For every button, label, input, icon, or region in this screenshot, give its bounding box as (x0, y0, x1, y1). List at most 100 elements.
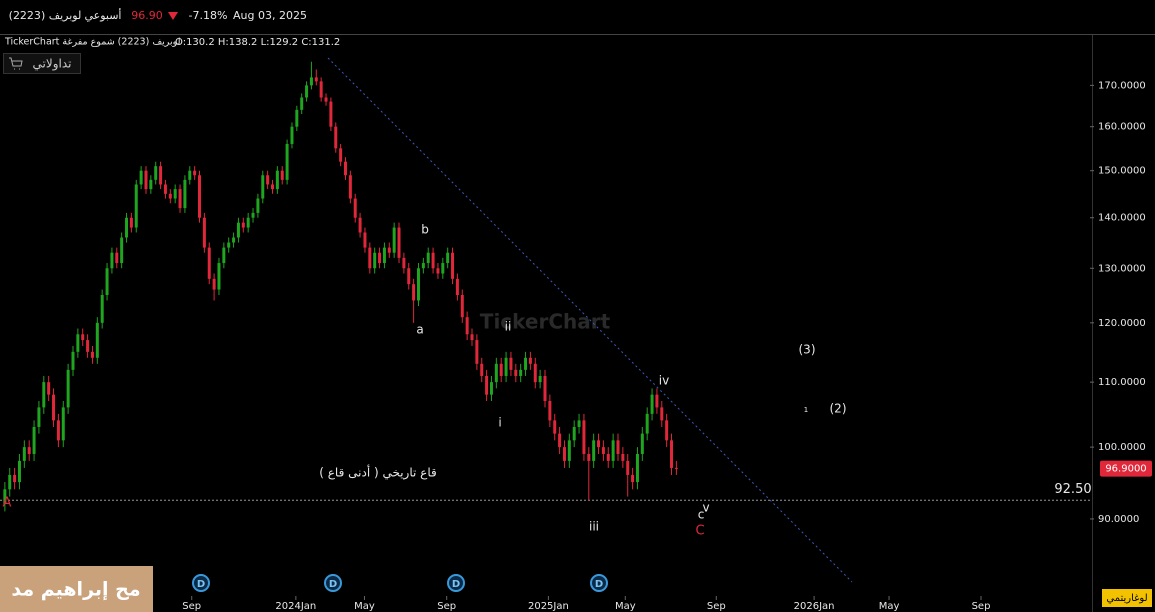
last-price-box (1100, 460, 1152, 477)
candle-body (334, 126, 338, 149)
candle-body (217, 263, 221, 290)
author: مح إبراهيم مد (11, 579, 140, 601)
x-tick-label: 2026Jan (794, 601, 835, 612)
candle-body (524, 357, 528, 370)
candle-body (319, 81, 323, 98)
candle-body (193, 170, 197, 176)
candle-body (499, 363, 503, 376)
dividend-label: D (595, 579, 603, 590)
candle-body (489, 382, 493, 395)
candle-body (421, 263, 425, 269)
candle-body (670, 440, 674, 468)
candle-body (460, 294, 464, 318)
candle-body (412, 284, 416, 301)
candle-body (582, 420, 586, 454)
candle-body (241, 222, 245, 228)
candle-body (246, 217, 250, 228)
candle-body (222, 247, 226, 264)
candle-body (42, 382, 46, 408)
candle-body (144, 170, 148, 190)
y-tick-label: 150.0000 (1098, 166, 1146, 177)
candle-body (8, 474, 12, 490)
candle-body (22, 447, 26, 461)
x-tick-label: 2025Jan (528, 601, 569, 612)
candle-body (256, 198, 260, 213)
candle-body (271, 184, 274, 190)
info-line: TickerChart لوبريف (2223) شموع مفرغة (4, 37, 181, 48)
candle-body (382, 247, 386, 264)
trend-line (327, 57, 853, 583)
candle-body (504, 357, 508, 376)
candle-body (514, 369, 518, 376)
wave-label: c (698, 508, 705, 522)
wave-label: C (695, 524, 704, 539)
candle-body (631, 474, 635, 483)
y-tick-label: 170.0000 (1098, 80, 1146, 91)
candle-body (149, 179, 153, 190)
candle-body (32, 426, 36, 454)
candle-body (655, 394, 659, 408)
candle-body (407, 268, 411, 285)
date: Aug 03, 2025 (233, 9, 307, 22)
x-tick-label: Sep (707, 601, 726, 612)
candle-body (120, 237, 124, 264)
candle-body (567, 440, 571, 461)
candle-body (329, 101, 333, 127)
candle-body (290, 126, 294, 144)
candle-body (509, 357, 513, 370)
candle-body (100, 294, 104, 323)
candle-body (47, 382, 51, 395)
candle-body (558, 433, 562, 448)
candle-body (660, 407, 664, 421)
candle-body (543, 375, 547, 401)
candle-body (392, 227, 396, 253)
log-button[interactable] (1102, 589, 1152, 607)
candle-body (275, 170, 279, 190)
candle-body (266, 175, 270, 185)
cart-icon (9, 57, 23, 70)
trades-button[interactable] (3, 53, 81, 74)
candle-body (300, 97, 304, 110)
wave-label: a (416, 323, 423, 337)
wave-label: 1 (804, 406, 808, 414)
candle-body (441, 263, 445, 274)
candle-body (470, 334, 474, 341)
candle-body (163, 184, 167, 194)
down-arrow (168, 12, 178, 20)
candle-body (665, 420, 669, 441)
wave-label: iv (659, 374, 669, 388)
candle-body (212, 278, 216, 290)
candle-body (635, 453, 639, 483)
y-tick-label: 120.0000 (1098, 318, 1146, 329)
wave-label: b (421, 223, 429, 237)
candle-body (295, 109, 299, 127)
candle-body (173, 189, 177, 199)
candle-body (426, 252, 430, 264)
candle-body (27, 447, 31, 454)
dividend-label: D (329, 579, 337, 590)
candle-body (451, 252, 455, 279)
candle-body (232, 237, 236, 243)
candle-body (339, 148, 343, 162)
dividend-marker (324, 574, 342, 592)
candle-body (343, 161, 347, 176)
candle-body (621, 453, 625, 461)
candle-body (416, 268, 420, 301)
log-button-label: لوغاريتمي (1106, 593, 1147, 604)
candle-body (548, 400, 552, 421)
candle-body (71, 351, 75, 370)
candle-body (285, 143, 289, 180)
candle-body (572, 426, 576, 441)
candle-body (168, 193, 172, 199)
trades-button-label: تداولاتي (33, 57, 72, 72)
candle-body (611, 440, 615, 461)
x-tick-label: May (879, 601, 900, 612)
candle-body (3, 489, 7, 504)
candle-body (577, 420, 581, 427)
candle-body (597, 440, 601, 448)
candle-body (52, 394, 56, 421)
candle-body (134, 184, 138, 228)
candle-body (139, 170, 143, 185)
candle-body (431, 252, 435, 269)
